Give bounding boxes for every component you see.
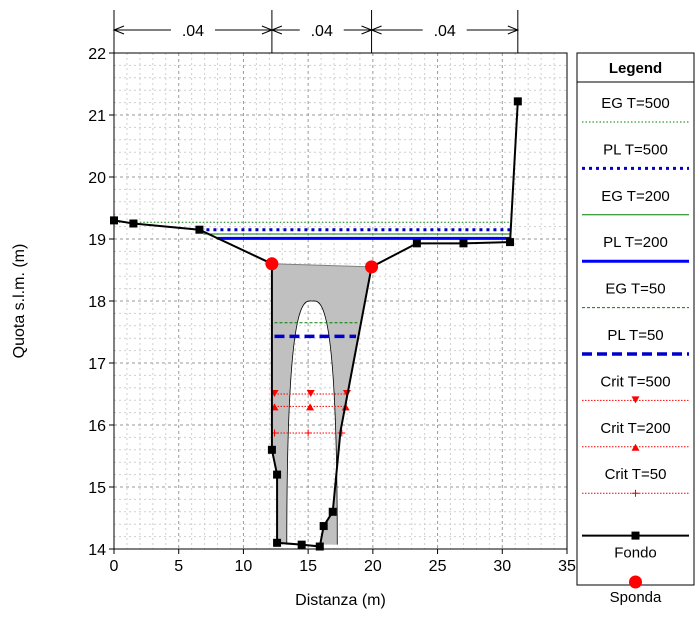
legend: Legend EG T=500 PL T=500 EG T=200 PL T=200 E… bbox=[576, 52, 695, 606]
legend-label: PL T=50 bbox=[607, 327, 663, 344]
legend-entry: Sponda bbox=[610, 575, 662, 606]
y-tick-label: 22 bbox=[88, 46, 106, 63]
marker-square bbox=[267, 445, 276, 454]
legend-label: Crit T=500 bbox=[600, 373, 670, 390]
flow-area bbox=[271, 263, 372, 547]
marker-square bbox=[273, 470, 282, 479]
marker-triangle-down bbox=[306, 390, 315, 397]
marker-triangle-down bbox=[631, 396, 640, 404]
series bbox=[110, 97, 522, 551]
legend-entry: PL T=50 bbox=[582, 327, 689, 356]
x-axis-label: Distanza (m) bbox=[295, 592, 386, 609]
pier-arch-outline bbox=[286, 300, 338, 545]
legend-label: EG T=50 bbox=[605, 281, 665, 298]
legend-title: Legend bbox=[609, 60, 662, 77]
marker-square bbox=[319, 522, 328, 531]
legend-label: PL T=200 bbox=[603, 234, 668, 251]
tick-labels: 0 5 10 15 20 25 30 35 14 15 16 17 18 19 20 21 22 bbox=[88, 46, 576, 575]
y-tick-label: 18 bbox=[88, 294, 106, 311]
legend-entry: Fondo bbox=[582, 531, 689, 562]
marker-square bbox=[129, 219, 138, 228]
manning-arrow-left bbox=[270, 25, 283, 35]
legend-label: EG T=500 bbox=[601, 95, 670, 112]
legend-entry: EG T=500 bbox=[582, 95, 689, 123]
x-tick-label: 5 bbox=[174, 558, 183, 575]
marker-square bbox=[297, 540, 306, 549]
legend-label: Crit T=200 bbox=[600, 420, 670, 437]
legend-entry: Crit T=200 bbox=[582, 420, 689, 451]
marker-plus bbox=[304, 429, 312, 437]
y-tick-label: 19 bbox=[88, 232, 106, 249]
marker-square bbox=[195, 225, 204, 234]
marker-square bbox=[459, 239, 468, 248]
marker-circle bbox=[265, 257, 279, 271]
legend-label: Sponda bbox=[610, 589, 662, 606]
legend-entry: Crit T=500 bbox=[582, 373, 689, 404]
x-tick-label: 15 bbox=[299, 558, 317, 575]
marker-circle bbox=[365, 260, 379, 274]
x-tick-label: 0 bbox=[110, 558, 119, 575]
legend-entry: PL T=200 bbox=[582, 234, 689, 263]
legend-entry: Crit T=50 bbox=[582, 466, 689, 497]
marker-square bbox=[412, 239, 421, 248]
manning-label: .04 bbox=[311, 23, 333, 40]
legend-label: Fondo bbox=[614, 545, 657, 562]
marker-plus bbox=[632, 489, 639, 497]
legend-entry: PL T=500 bbox=[582, 141, 689, 170]
y-tick-label: 16 bbox=[88, 418, 106, 435]
marker-square bbox=[513, 97, 522, 106]
legend-label: EG T=200 bbox=[601, 188, 670, 205]
marker-square bbox=[273, 538, 282, 547]
manning-label: .04 bbox=[182, 23, 204, 40]
x-tick-label: 25 bbox=[429, 558, 447, 575]
y-tick-label: 17 bbox=[88, 356, 106, 373]
manning-arrow-right bbox=[507, 25, 520, 35]
marker-square bbox=[328, 507, 337, 516]
x-tick-label: 10 bbox=[235, 558, 253, 575]
manning-arrow-left bbox=[112, 25, 125, 35]
y-tick-label: 15 bbox=[88, 480, 106, 497]
x-tick-label: 20 bbox=[364, 558, 382, 575]
marker-triangle-up bbox=[631, 443, 640, 451]
manning-arrow-left bbox=[370, 25, 382, 35]
legend-box bbox=[576, 52, 695, 586]
legend-symbol-square bbox=[631, 531, 640, 540]
flow-area-top bbox=[271, 263, 372, 268]
manning-label: .04 bbox=[434, 23, 456, 40]
marker-triangle-up bbox=[306, 403, 315, 411]
marker-square bbox=[315, 542, 324, 551]
legend-label: Crit T=50 bbox=[605, 466, 667, 483]
legend-entry: EG T=50 bbox=[582, 281, 689, 309]
series-sponda bbox=[265, 257, 379, 274]
x-tick-label: 30 bbox=[493, 558, 511, 575]
y-tick-label: 14 bbox=[88, 542, 106, 559]
y-tick-label: 21 bbox=[88, 108, 106, 125]
marker-square bbox=[506, 238, 515, 247]
flow-area-fill bbox=[271, 263, 372, 547]
legend-symbol-circle bbox=[629, 575, 642, 589]
fondo-line bbox=[113, 101, 519, 548]
legend-label: PL T=500 bbox=[603, 141, 668, 158]
y-tick-label: 20 bbox=[88, 170, 106, 187]
series-fondo bbox=[110, 97, 522, 551]
x-tick-label: 35 bbox=[558, 558, 576, 575]
y-axis-label: Quota s.l.m. (m) bbox=[11, 244, 28, 359]
legend-entry: EG T=200 bbox=[582, 188, 689, 216]
manning-dimension-line: .04 .04 .04 bbox=[112, 10, 520, 53]
